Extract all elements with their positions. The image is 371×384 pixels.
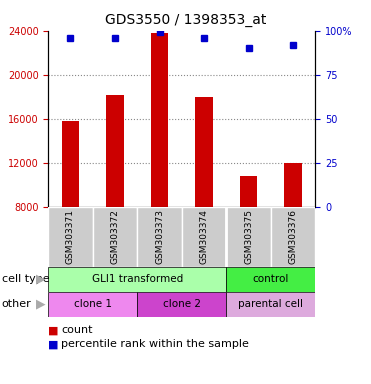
Text: GDS3550 / 1398353_at: GDS3550 / 1398353_at xyxy=(105,13,266,27)
Text: control: control xyxy=(253,274,289,285)
Text: clone 1: clone 1 xyxy=(74,299,112,310)
Bar xyxy=(106,95,124,207)
Text: GLI1 transformed: GLI1 transformed xyxy=(92,274,183,285)
Bar xyxy=(151,33,168,207)
Bar xyxy=(137,292,226,317)
Bar xyxy=(240,177,257,207)
Bar xyxy=(195,97,213,207)
Bar xyxy=(284,163,302,207)
Text: GSM303373: GSM303373 xyxy=(155,209,164,264)
Bar xyxy=(137,207,182,267)
Text: clone 2: clone 2 xyxy=(163,299,201,310)
Text: ■: ■ xyxy=(48,325,59,335)
Bar xyxy=(226,292,315,317)
Bar xyxy=(48,207,93,267)
Text: GSM303376: GSM303376 xyxy=(289,209,298,264)
Text: GSM303372: GSM303372 xyxy=(111,209,119,264)
Text: ■: ■ xyxy=(48,339,59,349)
Bar xyxy=(62,121,79,207)
Bar xyxy=(226,207,271,267)
Bar xyxy=(226,267,315,292)
Text: GSM303371: GSM303371 xyxy=(66,209,75,264)
Bar xyxy=(271,207,315,267)
Bar xyxy=(93,207,137,267)
Text: parental cell: parental cell xyxy=(238,299,303,310)
Text: GSM303375: GSM303375 xyxy=(244,209,253,264)
Text: other: other xyxy=(2,299,32,310)
Text: count: count xyxy=(61,325,93,335)
Text: ▶: ▶ xyxy=(36,273,46,286)
Text: ▶: ▶ xyxy=(36,298,46,311)
Text: percentile rank within the sample: percentile rank within the sample xyxy=(61,339,249,349)
Bar xyxy=(182,207,226,267)
Text: cell type: cell type xyxy=(2,274,49,285)
Bar xyxy=(48,292,137,317)
Bar xyxy=(48,267,226,292)
Text: GSM303374: GSM303374 xyxy=(200,209,209,264)
